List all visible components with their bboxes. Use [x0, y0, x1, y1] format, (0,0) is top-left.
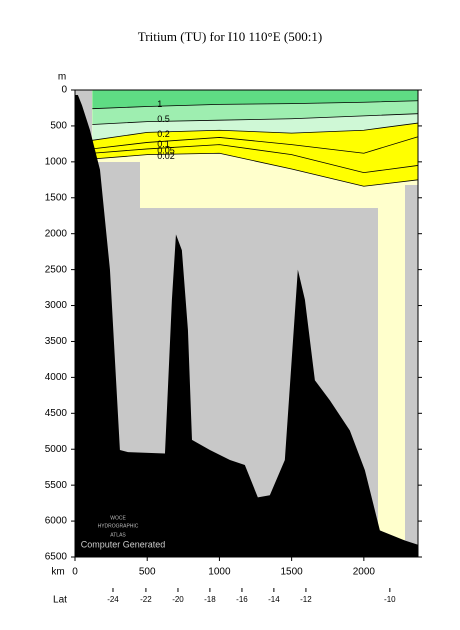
note: Computer Generated	[81, 539, 166, 549]
tritium-band	[92, 90, 418, 109]
y-tick-label: 3500	[45, 336, 68, 347]
y-tick-label: 2000	[45, 228, 68, 239]
tritium-band	[92, 113, 418, 141]
lat-tick-label: -14	[268, 595, 280, 604]
x-tick-label: 1000	[208, 567, 231, 578]
y-tick-label: 6500	[45, 552, 68, 563]
y-tick-label: 3000	[45, 300, 68, 311]
x-tick-label: 0	[72, 567, 78, 578]
data-coverage	[92, 90, 418, 540]
contour-line	[92, 100, 419, 110]
lat-tick-label: -16	[236, 595, 248, 604]
y-unit: m	[58, 72, 66, 83]
lat-tick-label: -20	[172, 595, 184, 604]
y-tick-label: 1500	[45, 192, 68, 203]
y-tick-label: 4500	[45, 408, 68, 419]
watermark: HYDROGRAPHIC	[98, 523, 139, 529]
lat-tick-label: -22	[140, 595, 152, 604]
watermark: WOCE	[110, 515, 126, 521]
contour-label: 0.05	[157, 145, 175, 155]
tritium-band	[92, 100, 418, 125]
contour-label: 0.2	[157, 129, 170, 139]
x-tick-label: 1500	[281, 567, 304, 578]
chart-title: Tritium (TU) for I10 110°E (500:1)	[138, 29, 322, 44]
contour-label: 1	[157, 99, 162, 109]
y-tick-label: 6000	[45, 516, 68, 527]
y-tick-label: 5000	[45, 444, 68, 455]
contour-line	[92, 136, 419, 154]
y-tick-label: 500	[50, 121, 67, 132]
watermark: ATLAS	[110, 532, 126, 538]
lat-label: Lat	[53, 595, 67, 606]
x-tick-label: 2000	[353, 567, 376, 578]
x-tick-label: 500	[139, 567, 156, 578]
contour-line	[92, 152, 419, 187]
contour-line	[92, 144, 419, 174]
plot-frame	[74, 89, 419, 558]
y-tick-label: 2500	[45, 264, 68, 275]
tritium-band	[92, 144, 418, 187]
tritium-band	[92, 123, 418, 154]
y-tick-label: 5500	[45, 480, 68, 491]
y-tick-label: 0	[61, 85, 67, 96]
lat-tick-label: -24	[107, 595, 119, 604]
lat-tick-label: -18	[204, 595, 216, 604]
contour-label: 0.5	[157, 114, 170, 124]
y-tick-label: 4000	[45, 372, 68, 383]
contour-label: 0.1	[157, 139, 170, 149]
y-tick-label: 1000	[45, 156, 68, 167]
contour-line	[92, 113, 419, 125]
x-unit: km	[51, 567, 64, 578]
bathymetry	[75, 95, 418, 557]
contour-line	[92, 122, 419, 141]
lat-tick-label: -12	[300, 595, 312, 604]
tritium-band	[92, 136, 418, 173]
contour-label: 0.02	[157, 151, 175, 161]
lat-tick-label: -10	[384, 595, 396, 604]
